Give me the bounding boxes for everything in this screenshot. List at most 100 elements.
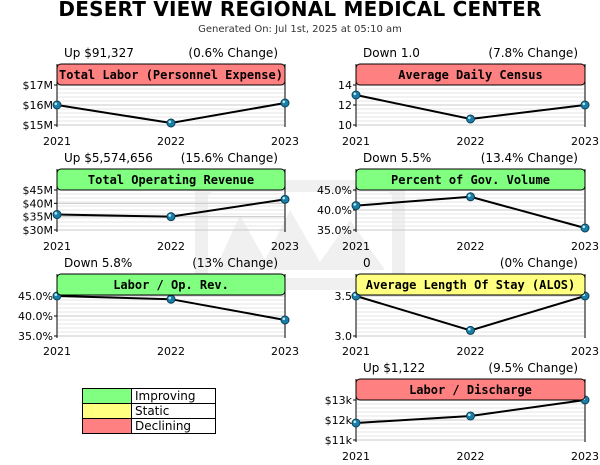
chart-panel: Up $5,574,656 (15.6% Change) $30M$35M$40M$…: [23, 151, 300, 253]
data-point: [466, 114, 475, 124]
chart-title-box: [355, 63, 586, 86]
page-title: DESERT VIEW REGIONAL MEDICAL CENTER: [58, 0, 542, 21]
change-summary-amount: Down 1.0: [363, 46, 420, 60]
data-point-highlight: [582, 102, 586, 106]
data-point-highlight: [353, 293, 357, 297]
chart-title: Labor / Discharge: [409, 383, 532, 397]
data-point-highlight: [353, 420, 357, 424]
data-point-highlight: [168, 120, 172, 124]
chart-title-box: [355, 378, 586, 401]
chart-panel: Down 1.0 (7.8% Change) 10 12 14 2021 2022 2023 A…: [338, 46, 599, 148]
chart-title: Total Labor (Personnel Expense): [59, 68, 283, 82]
data-point-highlight: [468, 194, 471, 197]
data-point-highlight: [54, 293, 58, 297]
data-point-highlight: [468, 116, 471, 120]
data-point-highlight: [468, 327, 471, 331]
legend: Improving Static Declining: [82, 388, 216, 434]
chart-title: Average Daily Census: [398, 68, 543, 82]
data-point: [52, 210, 62, 220]
data-point-highlight: [582, 225, 586, 229]
change-summary-amount: Up $1,122: [363, 361, 425, 375]
legend-label: Declining: [131, 418, 216, 434]
x-tick-label: 2022: [157, 135, 185, 148]
change-summary-percent: (7.8% Change): [488, 46, 578, 60]
chart-panel: Up $91,327 (0.6% Change) $15M $16M $17M 2021 2…: [23, 46, 300, 148]
y-tick-label: 12: [338, 99, 352, 112]
legend-entry: Declining: [82, 418, 216, 434]
chart-panel: Up $1,122 (9.5% Change) $11k $12k $13k 2021 20…: [325, 361, 599, 463]
y-tick-label: $45M: [23, 184, 54, 197]
chart-title: Percent of Gov. Volume: [391, 173, 550, 187]
data-point-highlight: [353, 203, 357, 206]
change-summary-amount: Up $91,327: [64, 46, 134, 60]
generated-timestamp: Generated On: Jul 1st, 2025 at 05:10 am: [198, 24, 402, 35]
data-point-highlight: [54, 212, 58, 215]
data-point-highlight: [282, 100, 286, 104]
x-tick-label: 2021: [342, 345, 370, 358]
data-point: [580, 100, 590, 110]
data-point-highlight: [353, 92, 357, 96]
data-point: [351, 201, 361, 211]
y-tick-label: 3.0: [335, 330, 353, 343]
change-summary-percent: (9.5% Change): [488, 361, 578, 375]
chart-title-box: [56, 273, 286, 296]
y-tick-label: 10: [338, 119, 352, 132]
change-summary-percent: (0.6% Change): [188, 46, 278, 60]
y-tick-label: 35.0%: [317, 224, 352, 237]
change-summary-amount: Down 5.5%: [363, 151, 431, 165]
y-tick-label: 14: [338, 79, 352, 92]
x-tick-label: 2023: [571, 345, 599, 358]
x-tick-label: 2023: [571, 450, 599, 463]
chart-title-box: [56, 168, 286, 191]
chart-title: Average Length Of Stay (ALOS): [366, 278, 576, 292]
data-point: [351, 90, 361, 100]
x-tick-label: 2022: [157, 345, 185, 358]
y-tick-label: $11k: [325, 434, 353, 447]
chart-title: Total Operating Revenue: [88, 173, 254, 187]
chart-title: Labor / Op. Rev.: [113, 278, 229, 292]
x-tick-label: 2023: [271, 135, 299, 148]
chart-title-box: [355, 168, 586, 191]
x-tick-label: 2021: [43, 345, 71, 358]
change-summary-percent: (15.6% Change): [181, 151, 278, 165]
x-tick-label: 2022: [457, 345, 485, 358]
legend-entry: Improving: [82, 388, 216, 404]
y-tick-label: $12k: [325, 414, 353, 427]
chart-panel: Down 5.8% (13% Change) 35.0% 40.0% 45.0% 2021…: [18, 256, 299, 358]
change-summary-amount: 0: [363, 256, 371, 270]
data-point: [52, 100, 62, 110]
y-tick-label: $13k: [325, 394, 353, 407]
data-point: [280, 315, 290, 325]
legend-label: Static: [131, 403, 216, 419]
x-tick-label: 2021: [43, 240, 71, 253]
data-point: [466, 192, 475, 202]
y-tick-label: $40M: [23, 197, 54, 210]
y-tick-label: $15M: [23, 119, 54, 132]
chart-title-box: [355, 273, 586, 296]
y-tick-label: 45.0%: [317, 184, 352, 197]
data-point-highlight: [468, 413, 471, 417]
legend-swatch: [82, 388, 132, 404]
y-tick-label: $17M: [23, 79, 54, 92]
data-point: [466, 325, 475, 335]
data-point-highlight: [282, 196, 286, 200]
data-point: [166, 294, 176, 304]
y-tick-label: 45.0%: [18, 290, 53, 303]
change-summary-percent: (13% Change): [192, 256, 278, 270]
chart-panel: 0 (0% Change) 3.0 3.5 2021 2022 2023 Average Le…: [335, 256, 600, 358]
y-tick-label: $16M: [23, 99, 54, 112]
legend-label: Improving: [131, 388, 216, 404]
series-line: [355, 295, 586, 332]
x-tick-label: 2021: [342, 135, 370, 148]
y-tick-label: $35M: [23, 211, 54, 224]
change-summary-amount: Up $5,574,656: [64, 151, 153, 165]
x-tick-label: 2023: [571, 135, 599, 148]
x-tick-label: 2022: [157, 240, 185, 253]
y-tick-label: 40.0%: [18, 310, 53, 323]
data-point-highlight: [282, 317, 286, 321]
data-point-highlight: [168, 214, 172, 217]
x-tick-label: 2023: [571, 240, 599, 253]
data-point: [280, 98, 290, 108]
x-tick-label: 2022: [457, 240, 485, 253]
